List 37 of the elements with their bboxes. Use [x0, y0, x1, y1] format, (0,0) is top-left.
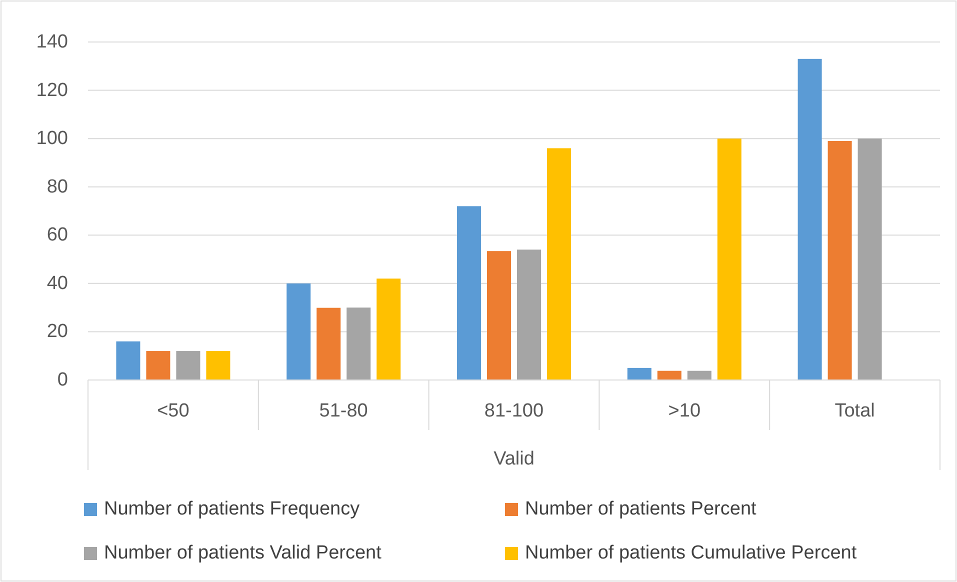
bar — [517, 250, 541, 380]
y-tick-label: 20 — [46, 321, 68, 342]
bar — [176, 351, 200, 380]
x-axis-title: Valid — [494, 448, 534, 470]
bar — [547, 148, 571, 380]
bar — [657, 370, 682, 380]
x-tick-label: >10 — [668, 400, 701, 422]
bar — [457, 206, 481, 380]
bar — [627, 368, 652, 380]
x-tick-label: 81-100 — [484, 400, 544, 422]
bar — [487, 251, 511, 380]
y-tick-label: 140 — [36, 32, 68, 52]
y-tick-label: 60 — [46, 224, 68, 246]
bar — [376, 278, 401, 380]
x-tick-label: Total — [834, 400, 875, 422]
bar — [286, 283, 311, 380]
bar — [316, 308, 341, 380]
bar — [206, 351, 230, 380]
x-tick-label: 51-80 — [319, 400, 368, 422]
bar — [687, 370, 712, 380]
y-tick-label: 100 — [36, 128, 68, 150]
bar — [146, 351, 170, 380]
bar — [858, 138, 882, 380]
legend-label: Number of patients Cumulative Percent — [525, 542, 858, 564]
y-tick-label: 0 — [57, 370, 68, 390]
legend-label: Number of patients Frequency — [104, 498, 360, 520]
bar — [116, 341, 140, 380]
legend-label: Number of patients Valid Percent — [104, 542, 382, 564]
bar — [828, 140, 852, 380]
y-tick-label: 120 — [36, 80, 68, 101]
bar — [717, 138, 742, 380]
y-tick-label: 40 — [46, 272, 68, 294]
bar — [346, 308, 371, 380]
y-tick-label: 80 — [46, 176, 68, 198]
x-tick-label: <50 — [157, 400, 190, 422]
legend-label: Number of patients Percent — [525, 498, 758, 520]
bar — [798, 58, 822, 380]
